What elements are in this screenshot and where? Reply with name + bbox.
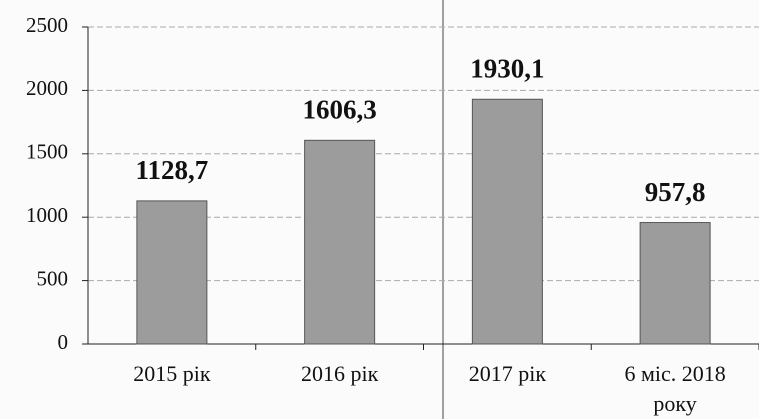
y-tick-label: 0 xyxy=(58,330,69,354)
y-tick-label: 1500 xyxy=(26,140,68,164)
bar xyxy=(136,200,208,345)
y-tick-label: 2000 xyxy=(26,76,68,100)
bar xyxy=(304,139,376,345)
x-tick-label: 6 міс. 2018 року xyxy=(624,361,726,416)
value-label: 1128,7 xyxy=(135,155,208,185)
bar xyxy=(471,98,543,345)
y-tick-label: 1000 xyxy=(26,203,68,227)
bar xyxy=(639,222,711,345)
value-label: 1930,1 xyxy=(470,53,544,83)
value-label: 1606,3 xyxy=(303,95,377,125)
value-label: 957,8 xyxy=(645,177,706,207)
x-tick-label: 2015 рік xyxy=(133,361,211,386)
x-tick-label: 2016 рік xyxy=(300,361,379,386)
x-tick-label: 2017 рік xyxy=(468,361,547,386)
y-tick-label: 500 xyxy=(37,266,69,290)
y-tick-label: 2500 xyxy=(26,13,68,37)
